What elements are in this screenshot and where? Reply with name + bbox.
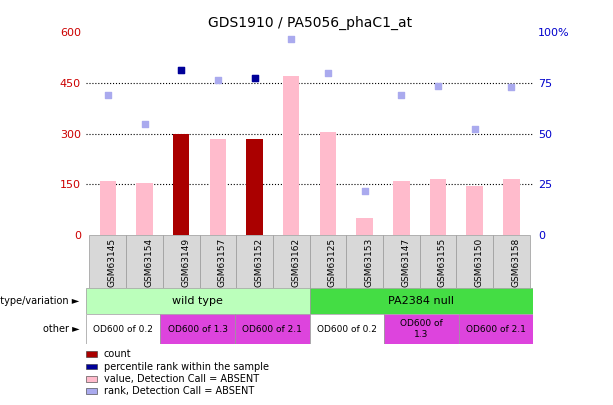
Point [213,77,223,83]
Bar [384,314,459,344]
Text: OD600 of 0.2: OD600 of 0.2 [317,324,377,334]
Bar [466,186,483,235]
Bar [86,364,97,369]
Text: GSM63125: GSM63125 [328,237,337,287]
Text: GSM63162: GSM63162 [291,237,300,287]
Text: OD600 of 1.3: OD600 of 1.3 [168,324,227,334]
Bar [136,183,153,235]
Bar [459,314,533,344]
Bar [173,134,189,235]
Text: percentile rank within the sample: percentile rank within the sample [104,362,268,371]
Bar [246,169,263,235]
Bar [310,235,346,288]
Point [470,126,479,132]
Bar [273,235,310,288]
Bar [356,218,373,235]
Bar [210,139,226,235]
Bar [283,76,300,235]
Bar [86,352,97,357]
Bar [430,179,446,235]
Text: value, Detection Call = ABSENT: value, Detection Call = ABSENT [104,374,259,384]
Bar [393,181,409,235]
Text: OD600 of 2.1: OD600 of 2.1 [466,324,526,334]
Text: GSM63150: GSM63150 [474,237,484,287]
Bar [310,314,384,344]
Text: OD600 of
1.3: OD600 of 1.3 [400,320,443,339]
Point [249,75,259,81]
Bar [199,235,236,288]
Bar [235,314,310,344]
Text: GSM63147: GSM63147 [402,237,410,287]
Point [177,66,186,73]
Point [506,84,516,90]
Bar [246,139,263,235]
Text: wild type: wild type [172,296,223,306]
Bar [346,235,383,288]
Bar [319,132,336,235]
Bar [86,288,310,314]
Text: GSM63145: GSM63145 [108,237,117,287]
Bar [173,177,189,235]
Point [360,188,370,194]
Point [286,36,296,43]
Text: GSM63153: GSM63153 [365,237,373,287]
Text: GSM63155: GSM63155 [438,237,447,287]
Bar [86,314,161,344]
Bar [503,179,520,235]
Point [177,66,186,73]
Bar [383,235,420,288]
Text: GSM63152: GSM63152 [254,237,264,287]
Text: count: count [104,350,131,359]
Bar [493,235,530,288]
Point [433,83,443,90]
Title: GDS1910 / PA5056_phaC1_at: GDS1910 / PA5056_phaC1_at [208,16,411,30]
Text: other ►: other ► [43,324,80,334]
Point [103,92,113,98]
Bar [86,388,97,394]
Text: rank, Detection Call = ABSENT: rank, Detection Call = ABSENT [104,386,254,396]
Bar [456,235,493,288]
Bar [236,235,273,288]
Bar [310,288,533,314]
Point [249,75,259,81]
Bar [86,376,97,382]
Point [140,120,150,127]
Bar [161,314,235,344]
Text: GSM63154: GSM63154 [145,237,153,287]
Bar [163,235,199,288]
Bar [420,235,456,288]
Text: genotype/variation ►: genotype/variation ► [0,296,80,306]
Bar [126,235,163,288]
Text: GSM63149: GSM63149 [181,237,190,287]
Text: PA2384 null: PA2384 null [389,296,454,306]
Bar [99,181,116,235]
Text: GSM63158: GSM63158 [511,237,520,287]
Bar [89,235,126,288]
Point [397,92,406,98]
Text: OD600 of 2.1: OD600 of 2.1 [242,324,302,334]
Text: GSM63157: GSM63157 [218,237,227,287]
Text: OD600 of 0.2: OD600 of 0.2 [93,324,153,334]
Point [323,70,333,76]
